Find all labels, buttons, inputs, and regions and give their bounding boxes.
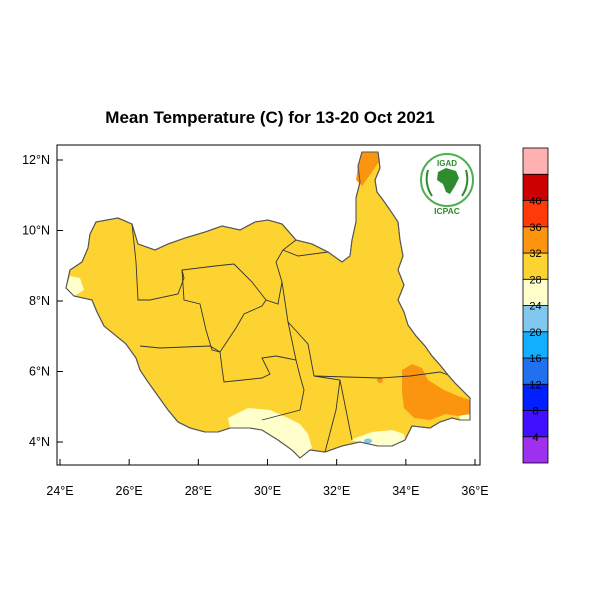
band-28-32-spot — [377, 377, 383, 383]
colorbar-label: 4 — [532, 432, 538, 444]
colorbar-swatch — [522, 383, 549, 411]
x-tick-label: 30°E — [254, 484, 281, 498]
y-tick-label: 8°N — [29, 294, 50, 308]
x-tick-label: 24°E — [46, 484, 73, 498]
colorbar-label: 16 — [529, 353, 541, 365]
x-tick-label: 36°E — [461, 484, 488, 498]
country-border — [65, 151, 471, 459]
colorbar-label: 28 — [529, 274, 541, 286]
x-tick-label: 34°E — [392, 484, 419, 498]
colorbar-label: 40 — [529, 196, 541, 208]
y-tick-label: 12°N — [22, 153, 50, 167]
colorbar-label: 20 — [529, 327, 541, 339]
x-tick-label: 28°E — [185, 484, 212, 498]
colorbar-label: 32 — [529, 248, 541, 260]
band-20-24-west — [66, 276, 84, 296]
logo-laurel-right — [461, 169, 469, 197]
band-28-32-southeast — [402, 364, 470, 420]
band-20-24-southeast — [350, 430, 405, 446]
colorbar-swatch — [522, 252, 549, 280]
colorbar-legend: 4 8 12 16 20 24 28 32 36 40 — [522, 147, 549, 464]
y-tick-label: 10°N — [22, 224, 50, 238]
colorbar-label: 36 — [529, 222, 541, 234]
logo-bottom-text: ICPAC — [434, 206, 460, 216]
logo-africa-shape — [437, 168, 459, 194]
band-20-24-south — [228, 408, 312, 458]
colorbar-label: 12 — [529, 379, 541, 391]
colorbar-swatch — [522, 226, 549, 254]
y-tick-label: 4°N — [29, 435, 50, 449]
icpac-logo: IGAD ICPAC — [420, 153, 474, 216]
colorbar-label: 24 — [529, 301, 541, 313]
y-axis: 12°N 10°N 8°N 6°N 4°N — [22, 153, 63, 449]
y-tick-label: 6°N — [29, 365, 50, 379]
south-sudan-map — [65, 151, 471, 459]
colorbar-swatch — [522, 173, 549, 201]
logo-laurel-left — [425, 169, 433, 197]
colorbar-swatch — [522, 147, 549, 175]
x-tick-label: 32°E — [323, 484, 350, 498]
x-tick-label: 26°E — [116, 484, 143, 498]
band-16-20-spot — [364, 438, 372, 444]
logo-top-text: IGAD — [437, 159, 457, 168]
colorbar-swatch — [522, 410, 549, 438]
colorbar-label: 8 — [532, 406, 538, 418]
x-axis: 24°E 26°E 28°E 30°E 32°E 34°E 36°E — [46, 459, 489, 498]
chart-title: Mean Temperature (C) for 13-20 Oct 2021 — [105, 108, 434, 127]
state-boundaries — [131, 223, 449, 453]
band-28-32-north — [356, 152, 380, 186]
